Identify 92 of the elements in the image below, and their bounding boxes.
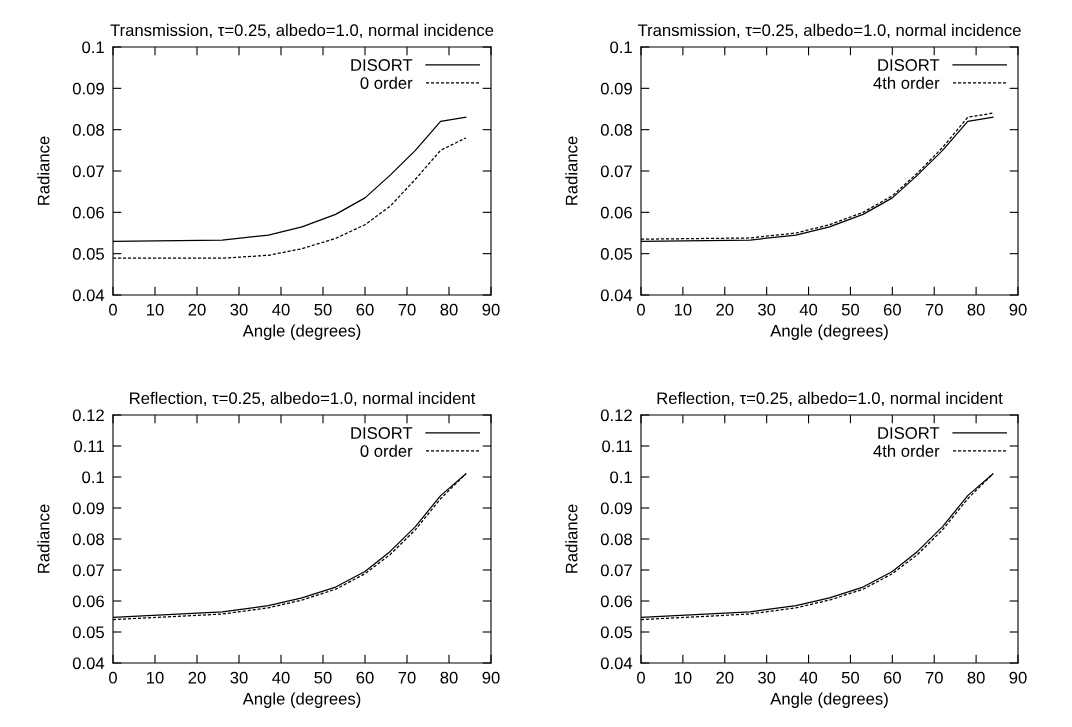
y-tick-label: 0.04 (72, 289, 105, 302)
x-tick-label: 0 (109, 671, 117, 684)
x-tick-label: 30 (230, 671, 248, 684)
y-tick-label: 0.08 (72, 533, 104, 546)
chart-title: Transmission, τ=0.25, albedo=1.0, normal incidence (637, 23, 1021, 39)
y-tick-label: 0.07 (72, 165, 104, 178)
x-tick-label: 30 (230, 303, 248, 316)
x-tick-label: 50 (841, 303, 860, 316)
legend-label: 4th order (873, 444, 940, 457)
y-tick-label: 0.05 (72, 626, 104, 639)
x-tick-label: 10 (147, 303, 164, 316)
x-tick-label: 20 (188, 303, 206, 316)
x-tick-label: 20 (716, 671, 734, 684)
x-tick-label: 80 (440, 671, 458, 684)
x-tick-label: 40 (272, 671, 290, 684)
x-tick-label: 0 (637, 671, 645, 684)
y-tick-label: 0.09 (72, 82, 104, 95)
x-tick-label: 30 (758, 671, 776, 684)
chart-title: Reflection, τ=0.25, albedo=1.0, normal incident (657, 391, 1003, 407)
x-tick-label: 70 (925, 303, 943, 316)
y-axis-title: Radiance (565, 504, 578, 573)
legend-label: DISORT (351, 59, 413, 71)
y-tick-label: 0.06 (600, 206, 632, 219)
y-tick-label: 0.08 (72, 124, 104, 136)
x-tick-label: 10 (674, 671, 692, 684)
x-tick-label: 50 (314, 671, 332, 684)
y-axis-title: Radiance (37, 504, 50, 573)
y-tick-label: 0.04 (72, 657, 105, 670)
y-axis-title: Radiance (565, 136, 578, 205)
chart-title: Reflection, τ=0.25, albedo=1.0, normal incident (130, 391, 476, 407)
x-tick-label: 60 (883, 671, 901, 684)
y-tick-label: 0.11 (602, 440, 632, 453)
x-tick-label: 30 (758, 303, 776, 316)
y-tick-label: 0.12 (600, 409, 632, 422)
x-tick-label: 90 (1009, 671, 1027, 684)
y-tick-label: 0.08 (600, 124, 632, 136)
x-tick-label: 70 (398, 303, 416, 316)
x-tick-label: 60 (883, 303, 901, 316)
y-tick-label: 0.09 (600, 82, 632, 95)
y-tick-label: 0.06 (72, 206, 104, 219)
x-tick-label: 40 (799, 671, 818, 684)
legend-label: 0 order (360, 444, 413, 457)
y-tick-label: 0.05 (600, 626, 632, 639)
x-tick-label: 70 (398, 671, 416, 684)
x-tick-label: 70 (925, 671, 943, 684)
y-tick-label: 0.05 (600, 248, 632, 260)
legend-label: DISORT (351, 427, 413, 439)
legend-label: 0 order (360, 76, 413, 89)
y-tick-label: 0.04 (600, 289, 633, 302)
x-tick-label: 20 (188, 671, 206, 684)
x-tick-label: 0 (637, 303, 645, 316)
chart-title: Transmission, τ=0.25, albedo=1.0, normal incidence (110, 23, 494, 39)
x-tick-label: 40 (799, 303, 818, 316)
x-tick-label: 60 (356, 303, 374, 316)
x-axis-title: Angle (degrees) (770, 692, 888, 708)
y-tick-label: 0.11 (74, 440, 104, 453)
y-tick-label: 0.07 (600, 564, 632, 577)
x-axis-title: Angle (degrees) (242, 692, 361, 708)
y-tick-label: 0.06 (600, 595, 632, 608)
y-tick-label: 0.08 (600, 533, 632, 546)
y-tick-label: 0.1 (82, 471, 104, 484)
y-tick-label: 0.07 (72, 564, 104, 577)
x-axis-title: Angle (degrees) (242, 324, 361, 340)
y-tick-label: 0.1 (610, 41, 632, 54)
legend-label: DISORT (878, 59, 940, 71)
y-axis-title: Radiance (37, 136, 50, 205)
x-tick-label: 80 (440, 303, 458, 316)
y-tick-label: 0.09 (600, 502, 632, 515)
x-tick-label: 50 (841, 671, 860, 684)
x-tick-label: 80 (967, 303, 985, 316)
x-tick-label: 80 (967, 671, 985, 684)
y-tick-label: 0.12 (72, 409, 104, 422)
x-tick-label: 40 (272, 303, 290, 316)
x-tick-label: 0 (109, 303, 117, 316)
y-tick-label: 0.04 (600, 657, 633, 670)
x-tick-label: 50 (314, 303, 332, 316)
x-tick-label: 10 (674, 303, 692, 316)
y-tick-label: 0.1 (610, 471, 632, 484)
x-tick-label: 10 (147, 671, 164, 684)
legend-label: 4th order (873, 76, 940, 89)
x-axis-title: Angle (degrees) (770, 324, 888, 340)
y-tick-label: 0.07 (600, 165, 632, 178)
x-tick-label: 90 (482, 671, 500, 684)
legend-label: DISORT (878, 427, 940, 439)
x-tick-label: 20 (716, 303, 734, 316)
y-tick-label: 0.06 (72, 595, 104, 608)
x-tick-label: 90 (482, 303, 500, 316)
y-tick-label: 0.05 (72, 248, 104, 260)
y-tick-label: 0.09 (72, 502, 104, 515)
x-tick-label: 90 (1009, 303, 1027, 316)
x-tick-label: 60 (356, 671, 374, 684)
y-tick-label: 0.1 (82, 41, 104, 54)
